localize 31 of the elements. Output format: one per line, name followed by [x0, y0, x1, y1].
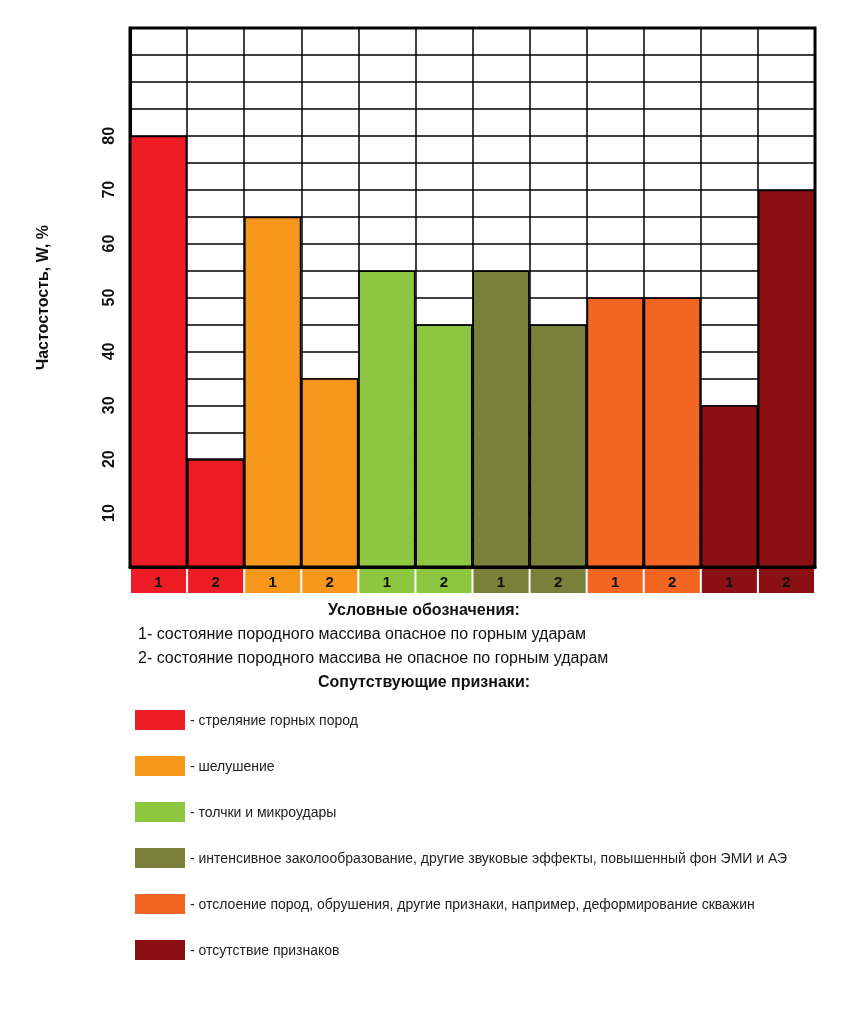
x-tick-label: 2: [782, 572, 791, 590]
y-tick-label: 10: [99, 504, 117, 522]
y-tick-label: 50: [99, 288, 117, 307]
x-tick-label: 2: [553, 572, 563, 590]
x-tick-label: 1: [496, 572, 506, 590]
x-tick-label: 1: [725, 572, 734, 590]
text: Условные обозначения:: [328, 600, 520, 618]
legend-label: - толчки и микроудары: [190, 804, 337, 820]
legend-label: - стреляние горных пород: [190, 712, 358, 728]
y-tick-label: 70: [99, 180, 117, 199]
x-tick-label: 2: [325, 572, 334, 590]
y-tick-label: 60: [99, 234, 117, 253]
y-tick-label: 80: [99, 126, 117, 145]
y-tick-label: 40: [99, 342, 117, 361]
x-tick-label: 2: [211, 572, 220, 590]
x-tick-label: 1: [154, 572, 163, 590]
legend-label: - шелушение: [190, 758, 275, 774]
x-tick-label: 1: [268, 572, 277, 590]
x-tick-label: 1: [382, 572, 392, 590]
text: 1- состояние породного массива опасное по горным ударам: [138, 624, 587, 642]
x-tick-label: 1: [611, 572, 620, 590]
y-tick-label: 30: [99, 396, 117, 415]
x-tick-label: 2: [668, 572, 677, 590]
legend-title: Сопутствующие признаки:: [317, 672, 531, 690]
legend-label: - интенсивное заколообразование, другие звуковые эффекты, повышенный фон ЭМИ и АЭ: [190, 850, 788, 866]
x-tick-label: 2: [439, 572, 449, 590]
text: 2- состояние породного массива не опасное по горным ударам: [138, 648, 609, 666]
y-axis-title: Частостость, W, %: [33, 224, 51, 371]
y-tick-label: 20: [99, 450, 117, 469]
legend-label: - отслоение пород, обрушения, другие признаки, например, деформирование скважин: [190, 896, 755, 912]
legend-label: - отсутствие признаков: [190, 942, 340, 958]
